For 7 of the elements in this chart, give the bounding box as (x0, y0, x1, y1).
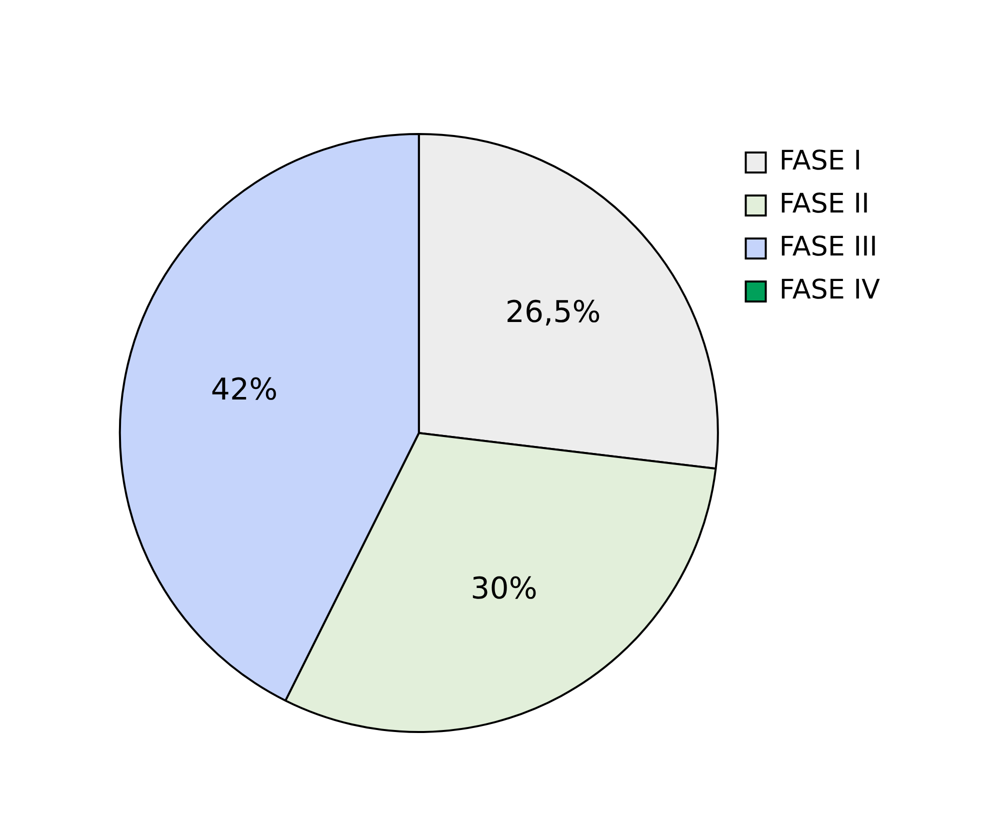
data-label: 42% (210, 372, 278, 408)
legend-label: FASE II (779, 188, 870, 220)
legend-label: FASE IV (779, 274, 881, 306)
legend-label: FASE I (779, 146, 862, 177)
data-label: 30% (470, 572, 538, 607)
legend-label: FASE III (779, 232, 878, 263)
data-label: 26,5% (505, 294, 601, 330)
